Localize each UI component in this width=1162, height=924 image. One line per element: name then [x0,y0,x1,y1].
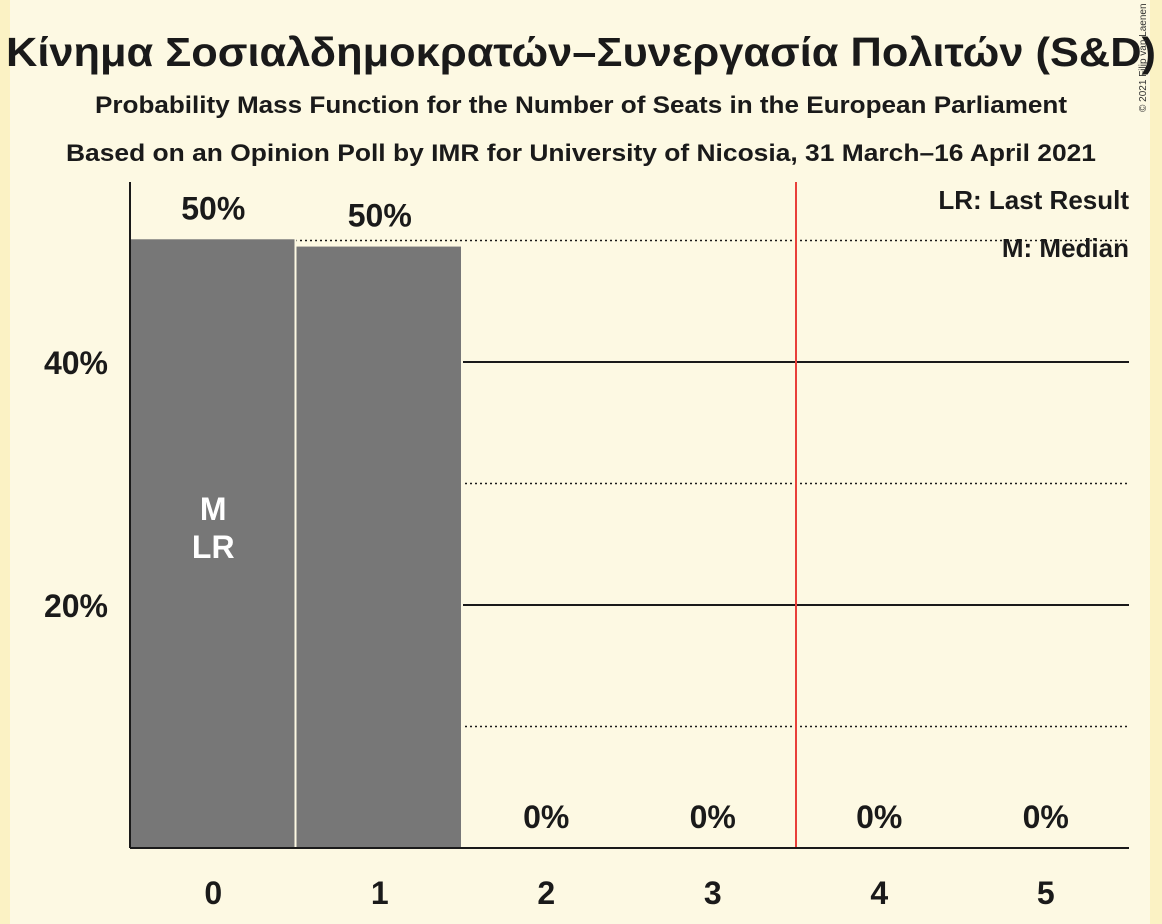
x-tick-label-2: 2 [537,875,555,911]
copyright-notice: © 2021 Filip van Laenen [1138,3,1149,112]
data-label-5: 0% [1023,799,1069,835]
x-tick-label-0: 0 [204,875,222,911]
chart-subtitle-2: Based on an Opinion Poll by IMR for Univ… [66,140,1096,167]
x-tick-label-5: 5 [1037,875,1055,911]
right-frame-strip [1150,0,1162,924]
bar-layer [130,239,463,848]
y-tick-label-20: 20% [44,588,108,624]
data-label-3: 0% [690,799,736,835]
legend-median: M: Median [1002,233,1129,263]
legend-last-result: LR: Last Result [938,185,1129,215]
data-label-2: 0% [523,799,569,835]
bar-1 [296,246,461,848]
left-frame-strip [0,0,10,924]
label-layer: 50% 50% 0% 0% 0% 0% MLR [181,190,1069,835]
bar-0 [130,239,295,848]
chart-subtitle-1: Probability Mass Function for the Number… [95,92,1067,119]
chart-title: Κίνημα Σοσιαλδημοκρατών–Συνεργασία Πολιτ… [6,29,1156,75]
x-tick-label-3: 3 [704,875,722,911]
data-label-0: 50% [181,190,245,226]
x-tick-label-1: 1 [371,875,389,911]
y-tick-label-40: 40% [44,345,108,381]
bar-marker-m: M [200,491,227,527]
bar-marker-lr: LR [192,529,235,565]
x-tick-label-4: 4 [870,875,888,911]
data-label-4: 0% [856,799,902,835]
axis-layer: 0 1 2 3 4 5 20% 40% [44,182,1129,911]
data-label-1: 50% [348,198,412,234]
